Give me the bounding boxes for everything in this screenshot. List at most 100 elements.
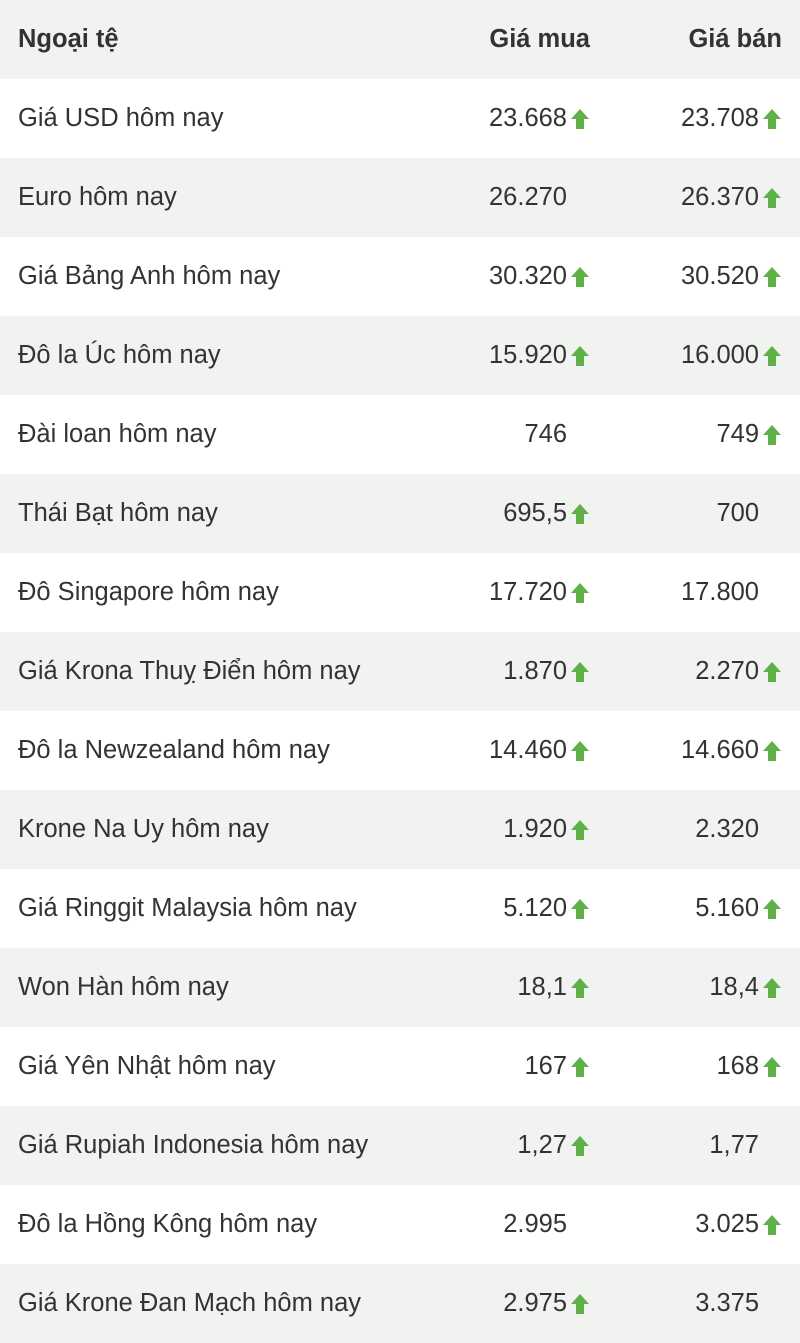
currency-name-cell: Giá Ringgit Malaysia hôm nay [0, 869, 416, 948]
arrow-up-icon [762, 266, 782, 288]
currency-link[interactable]: Giá USD hôm nay [18, 104, 224, 132]
buy-price-cell: 695,5 [416, 474, 608, 553]
buy-price-cell: 746 [416, 395, 608, 474]
table-row: Giá Ringgit Malaysia hôm nay 5.120 5.160 [0, 869, 800, 948]
currency-link[interactable]: Đô la Úc hôm nay [18, 341, 221, 369]
buy-price-value: 1.870 [503, 657, 567, 686]
buy-price-value: 17.720 [489, 578, 567, 607]
sell-price-cell: 168 [608, 1027, 800, 1106]
currency-link[interactable]: Giá Yên Nhật hôm nay [18, 1052, 276, 1080]
arrow-up-icon [762, 740, 782, 762]
currency-link[interactable]: Giá Rupiah Indonesia hôm nay [18, 1131, 368, 1159]
buy-price-value: 167 [524, 1052, 567, 1081]
currency-link[interactable]: Giá Krona Thuỵ Điển hôm nay [18, 657, 361, 685]
arrow-up-icon [570, 582, 590, 604]
currency-name-cell: Đài loan hôm nay [0, 395, 416, 474]
sell-price-value: 749 [716, 420, 759, 449]
currency-name-cell: Đô Singapore hôm nay [0, 553, 416, 632]
table-body: Giá USD hôm nay 23.668 23.708 Euro hôm n… [0, 79, 800, 1343]
sell-price-value: 26.370 [681, 183, 759, 212]
currency-link[interactable]: Đô la Hồng Kông hôm nay [18, 1210, 317, 1238]
arrow-spacer [762, 1293, 782, 1315]
currency-link[interactable]: Giá Krone Đan Mạch hôm nay [18, 1289, 361, 1317]
currency-link[interactable]: Giá Ringgit Malaysia hôm nay [18, 894, 357, 922]
arrow-spacer [570, 187, 590, 209]
buy-price-value: 30.320 [489, 262, 567, 291]
arrow-spacer [762, 582, 782, 604]
arrow-up-icon [762, 1214, 782, 1236]
sell-price-cell: 2.320 [608, 790, 800, 869]
currency-name-cell: Đô la Newzealand hôm nay [0, 711, 416, 790]
sell-price-cell: 1,77 [608, 1106, 800, 1185]
currency-name-cell: Thái Bạt hôm nay [0, 474, 416, 553]
sell-price-value: 3.025 [695, 1210, 759, 1239]
table-row: Krone Na Uy hôm nay 1.920 2.320 [0, 790, 800, 869]
currency-link[interactable]: Won Hàn hôm nay [18, 973, 229, 1001]
buy-price-cell: 1.920 [416, 790, 608, 869]
arrow-up-icon [570, 108, 590, 130]
arrow-up-icon [570, 898, 590, 920]
buy-price-cell: 1.870 [416, 632, 608, 711]
sell-price-cell: 700 [608, 474, 800, 553]
table-row: Giá Bảng Anh hôm nay 30.320 30.520 [0, 237, 800, 316]
buy-price-value: 1,27 [517, 1131, 567, 1160]
sell-price-value: 16.000 [681, 341, 759, 370]
arrow-up-icon [570, 1056, 590, 1078]
sell-price-value: 23.708 [681, 104, 759, 133]
buy-price-value: 26.270 [489, 183, 567, 212]
buy-price-cell: 23.668 [416, 79, 608, 158]
arrow-up-icon [762, 108, 782, 130]
sell-price-cell: 2.270 [608, 632, 800, 711]
column-header-currency: Ngoại tệ [0, 0, 416, 79]
table-row: Giá Yên Nhật hôm nay 167 168 [0, 1027, 800, 1106]
sell-price-cell: 3.375 [608, 1264, 800, 1343]
arrow-up-icon [762, 898, 782, 920]
arrow-up-icon [570, 977, 590, 999]
sell-price-value: 168 [716, 1052, 759, 1081]
sell-price-cell: 3.025 [608, 1185, 800, 1264]
buy-price-cell: 2.975 [416, 1264, 608, 1343]
currency-link[interactable]: Euro hôm nay [18, 183, 177, 211]
currency-name-cell: Đô la Úc hôm nay [0, 316, 416, 395]
buy-price-value: 14.460 [489, 736, 567, 765]
sell-price-value: 700 [716, 499, 759, 528]
arrow-up-icon [570, 345, 590, 367]
buy-price-value: 23.668 [489, 104, 567, 133]
sell-price-cell: 14.660 [608, 711, 800, 790]
currency-name-cell: Giá Krone Đan Mạch hôm nay [0, 1264, 416, 1343]
arrow-up-icon [762, 977, 782, 999]
currency-link[interactable]: Đài loan hôm nay [18, 420, 216, 448]
currency-name-cell: Giá Yên Nhật hôm nay [0, 1027, 416, 1106]
sell-price-cell: 749 [608, 395, 800, 474]
arrow-up-icon [570, 266, 590, 288]
table-row: Won Hàn hôm nay 18,1 18,4 [0, 948, 800, 1027]
table-row: Đài loan hôm nay 746 749 [0, 395, 800, 474]
table-row: Giá Krona Thuỵ Điển hôm nay 1.870 2.270 [0, 632, 800, 711]
sell-price-value: 2.320 [695, 815, 759, 844]
currency-link[interactable]: Thái Bạt hôm nay [18, 499, 218, 527]
sell-price-value: 3.375 [695, 1289, 759, 1318]
currency-link[interactable]: Krone Na Uy hôm nay [18, 815, 269, 843]
currency-name-cell: Đô la Hồng Kông hôm nay [0, 1185, 416, 1264]
currency-name-cell: Euro hôm nay [0, 158, 416, 237]
table-row: Thái Bạt hôm nay 695,5 700 [0, 474, 800, 553]
buy-price-value: 695,5 [503, 499, 567, 528]
buy-price-cell: 18,1 [416, 948, 608, 1027]
currency-link[interactable]: Giá Bảng Anh hôm nay [18, 262, 280, 290]
arrow-up-icon [762, 187, 782, 209]
currency-link[interactable]: Đô Singapore hôm nay [18, 578, 279, 606]
buy-price-value: 15.920 [489, 341, 567, 370]
sell-price-cell: 23.708 [608, 79, 800, 158]
sell-price-value: 1,77 [709, 1131, 759, 1160]
sell-price-value: 2.270 [695, 657, 759, 686]
arrow-spacer [762, 503, 782, 525]
currency-link[interactable]: Đô la Newzealand hôm nay [18, 736, 330, 764]
buy-price-value: 1.920 [503, 815, 567, 844]
sell-price-value: 18,4 [709, 973, 759, 1002]
arrow-spacer [570, 424, 590, 446]
sell-price-value: 5.160 [695, 894, 759, 923]
currency-name-cell: Giá Krona Thuỵ Điển hôm nay [0, 632, 416, 711]
buy-price-cell: 2.995 [416, 1185, 608, 1264]
column-header-buy: Giá mua [416, 0, 608, 79]
buy-price-value: 746 [524, 420, 567, 449]
